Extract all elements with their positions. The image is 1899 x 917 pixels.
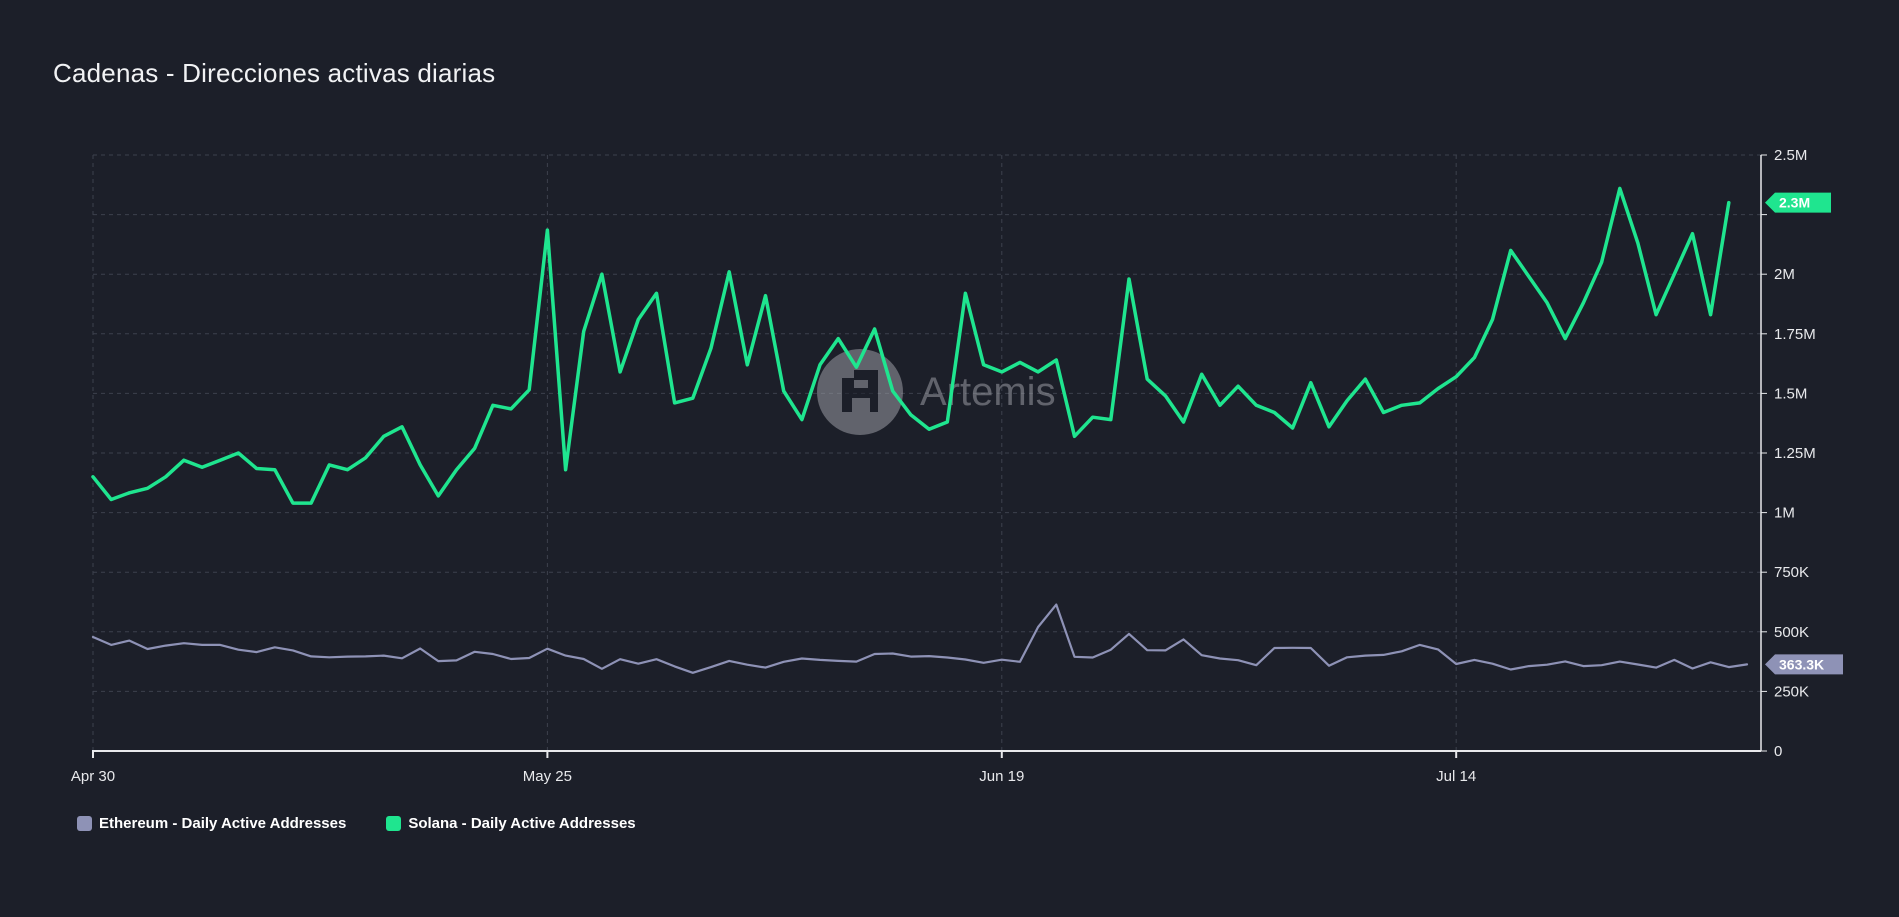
legend: Ethereum - Daily Active Addresses Solana… xyxy=(77,815,636,832)
chart-title: Cadenas - Direcciones activas diarias xyxy=(53,58,496,88)
y-tick-label: 1M xyxy=(1774,505,1795,522)
ethereum-swatch-icon xyxy=(77,816,92,831)
watermark-text: Artemis xyxy=(920,370,1056,414)
grid-layer xyxy=(92,154,1761,751)
artemis-watermark: Artemis xyxy=(817,349,1056,435)
end-labels: 363.3K 2.3M xyxy=(1765,192,1843,675)
ethereum-last-value-label: 363.3K xyxy=(1779,656,1824,672)
ethereum-series-line xyxy=(91,603,1749,674)
y-tick-label: 1.25M xyxy=(1774,445,1816,462)
legend-label-solana: Solana - Daily Active Addresses xyxy=(408,815,636,832)
y-tick-label: 2M xyxy=(1774,266,1795,283)
y-tick-label: 1.75M xyxy=(1774,326,1816,343)
legend-item-solana[interactable]: Solana - Daily Active Addresses xyxy=(386,815,636,832)
ethereum-last-value-flag: 363.3K xyxy=(1765,654,1843,675)
y-tick-label: 500K xyxy=(1774,624,1809,641)
series-layer xyxy=(91,186,1749,674)
legend-item-ethereum[interactable]: Ethereum - Daily Active Addresses xyxy=(77,815,346,832)
x-tick-label: May 25 xyxy=(523,768,572,785)
solana-series-line xyxy=(91,186,1731,505)
solana-flag-shape xyxy=(1765,192,1831,213)
y-tick-label: 1.5M xyxy=(1774,385,1807,402)
solana-swatch-icon xyxy=(386,816,402,831)
y-tick-label: 2.5M xyxy=(1774,147,1807,164)
x-tick-label: Jun 19 xyxy=(979,768,1024,785)
x-tick-label: Jul 14 xyxy=(1436,768,1476,785)
solana-last-value-flag: 2.3M xyxy=(1765,192,1831,213)
y-tick-label: 250K xyxy=(1774,683,1809,700)
y-tick-label: 0 xyxy=(1774,743,1782,760)
x-tick-label: Apr 30 xyxy=(71,768,115,785)
artemis-logo-mark-icon xyxy=(842,370,878,412)
axis-layer: 0 250K 500K 750K 1M 1.25M 1.5M 1.75M 2M 2.5M Apr 3… xyxy=(71,147,1816,785)
ethereum-flag-shape xyxy=(1765,654,1843,675)
y-tick-label: 750K xyxy=(1774,564,1809,581)
solana-last-value-label: 2.3M xyxy=(1779,195,1810,211)
legend-label-ethereum: Ethereum - Daily Active Addresses xyxy=(99,815,347,832)
